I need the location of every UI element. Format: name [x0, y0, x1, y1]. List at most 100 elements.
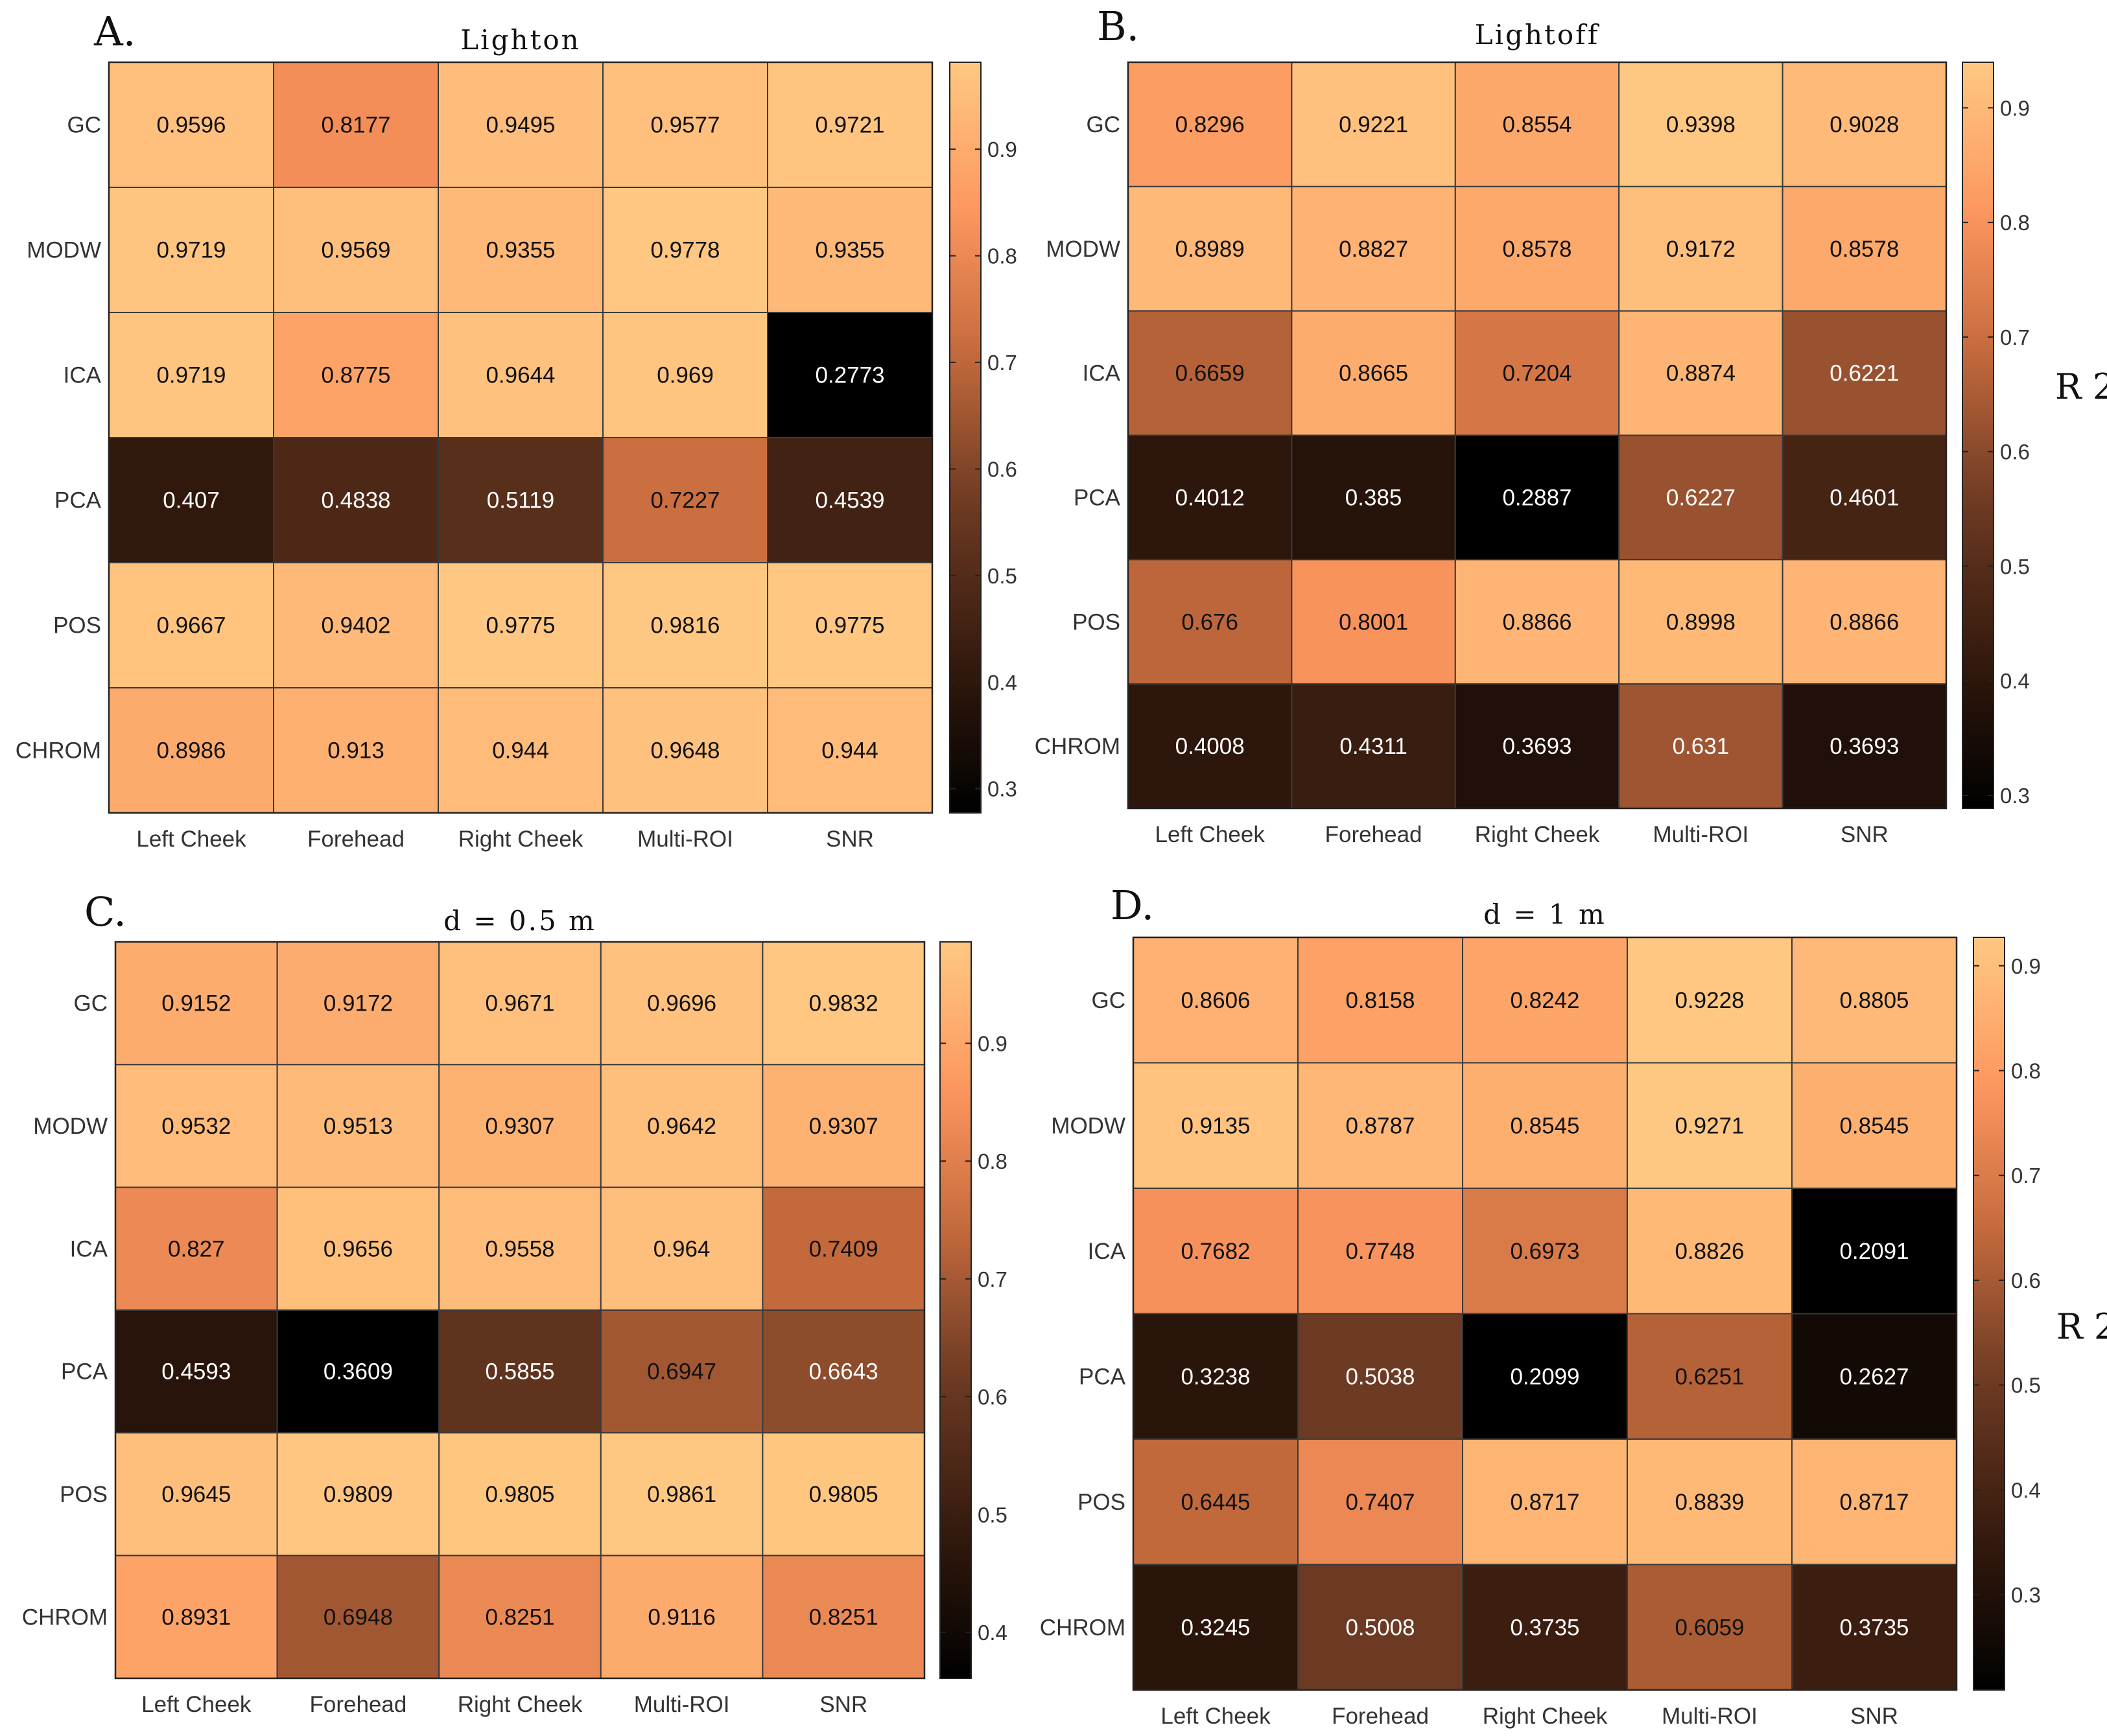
cell-value-label: 0.9667: [156, 613, 226, 639]
cell-value-label: 0.8931: [161, 1604, 231, 1630]
heatmap-cell: [1782, 683, 1948, 809]
colorbar: [1973, 937, 2005, 1691]
cell-value-label: 0.9221: [1339, 112, 1408, 137]
colorbar: [1962, 62, 1994, 809]
column-label: SNR: [826, 827, 874, 852]
colorbar-tick-label: 0.4: [2000, 669, 2030, 693]
cell-value-label: 0.8839: [1675, 1490, 1744, 1515]
heatmap-cell: [438, 1554, 602, 1680]
heatmap-cell: [115, 1432, 278, 1556]
cell-value-label: 0.9398: [1666, 112, 1736, 137]
cell-value-label: 0.8866: [1830, 609, 1899, 635]
cell-value-label: 0.2887: [1502, 485, 1571, 510]
cell-value-label: 0.9775: [815, 613, 884, 639]
cell-value-label: 0.8805: [1839, 988, 1909, 1013]
cell-value-label: 0.8578: [1502, 237, 1571, 262]
colorbar-tick-label: 0.7: [2011, 1164, 2041, 1188]
cell-value-label: 0.4838: [321, 488, 390, 513]
heatmap-cell: [1782, 185, 1948, 312]
cell-value-label: 0.8986: [156, 738, 226, 764]
heatmap-cell: [767, 562, 933, 688]
cell-value-label: 0.9135: [1181, 1113, 1250, 1138]
heatmap-cell: [1782, 434, 1948, 561]
heatmap-cell: [767, 437, 933, 563]
colorbar-tick-label: 0.8: [987, 244, 1017, 268]
colorbar: [949, 62, 982, 814]
heatmap-cell: [115, 1309, 278, 1434]
heatmap-cell: [762, 1554, 926, 1680]
cell-value-label: 0.9355: [486, 238, 555, 263]
row-label: MODW: [27, 238, 101, 263]
cell-value-label: 0.8665: [1339, 361, 1408, 386]
heatmap-cell: [1297, 1438, 1463, 1566]
row-label: MODW: [1051, 1113, 1125, 1138]
cell-value-label: 0.8998: [1666, 609, 1736, 635]
column-label: Multi-ROI: [637, 827, 733, 852]
heatmap-cell: [1133, 937, 1299, 1064]
cell-value-label: 0.9642: [647, 1114, 716, 1139]
cell-value-label: 0.9721: [815, 113, 884, 138]
chart-title: Lightoff: [1475, 19, 1600, 51]
colorbar-tick-label: 0.9: [2011, 954, 2041, 978]
cell-value-label: 0.8826: [1675, 1239, 1744, 1264]
heatmap-cell: [1291, 310, 1456, 436]
row-label: CHROM: [1035, 734, 1120, 759]
row-label: POS: [1072, 609, 1120, 635]
colorbar-tick-label: 0.3: [987, 777, 1017, 801]
heatmap-cell: [1297, 1564, 1463, 1691]
heatmap-panel: 0.9152 0.9172 0.9671 0.9696 0.9832 0.9532 0.95…: [22, 888, 1007, 1717]
cell-value-label: 0.6973: [1510, 1239, 1579, 1264]
cell-value-label: 0.4311: [1339, 734, 1407, 759]
column-label: Multi-ROI: [1653, 822, 1749, 847]
colorbar-tick-label: 0.6: [978, 1385, 1007, 1409]
heatmap-cell: [276, 1309, 440, 1434]
colorbar-tick-label: 0.4: [978, 1621, 1007, 1645]
cell-value-label: 0.6643: [809, 1359, 878, 1385]
cell-value-label: 0.8775: [321, 363, 390, 388]
cell-value-label: 0.9778: [650, 238, 720, 263]
cell-value-label: 0.4008: [1175, 734, 1245, 759]
cell-value-label: 0.676: [1181, 609, 1238, 635]
cell-value-label: 0.6221: [1830, 361, 1899, 386]
cell-value-label: 0.9861: [647, 1482, 716, 1507]
cell-value-label: 0.8242: [1510, 988, 1579, 1013]
heatmap-cell: [1782, 310, 1948, 436]
row-label: POS: [1077, 1490, 1125, 1515]
colorbar-tick-label: 0.6: [2000, 440, 2030, 464]
heatmap-cell: [438, 1309, 602, 1434]
cell-value-label: 0.913: [327, 738, 384, 764]
heatmap-cell: [438, 1432, 602, 1556]
cell-value-label: 0.4601: [1830, 485, 1899, 510]
heatmap-panel: 0.9596 0.8177 0.9495 0.9577 0.9721 0.9719 0.95…: [16, 8, 1017, 852]
row-label: PCA: [1079, 1364, 1126, 1389]
cell-value-label: 0.7227: [650, 488, 720, 513]
cell-value-label: 0.407: [163, 488, 220, 513]
column-label: Left Cheek: [141, 1692, 252, 1717]
heatmap-cell: [1462, 1062, 1628, 1189]
heatmap-cell: [273, 312, 439, 438]
column-label: SNR: [1841, 822, 1889, 847]
heatmap-cell: [1454, 434, 1620, 561]
cell-value-label: 0.9696: [647, 991, 716, 1016]
cell-value-label: 0.9116: [648, 1604, 715, 1630]
heatmap-cell: [438, 312, 604, 438]
column-label: Forehead: [309, 1692, 406, 1717]
cell-value-label: 0.9513: [324, 1114, 393, 1139]
colorbar-label: R 2: [2055, 366, 2107, 407]
cell-value-label: 0.385: [1345, 485, 1402, 510]
heatmap-cell: [1291, 434, 1456, 561]
plot-frame: [1127, 61, 1948, 810]
heatmap-cell: [1291, 559, 1456, 685]
cell-value-label: 0.4012: [1175, 485, 1245, 510]
cell-value-label: 0.8545: [1839, 1113, 1909, 1138]
plot-frame: [114, 941, 926, 1680]
colorbar-tick-label: 0.8: [978, 1149, 1007, 1173]
cell-value-label: 0.7204: [1502, 361, 1571, 386]
row-label: PCA: [54, 488, 102, 513]
cell-value-label: 0.9775: [486, 613, 555, 639]
row-label: GC: [1092, 988, 1126, 1013]
heatmap-cell: [1618, 62, 1783, 187]
colorbar: [939, 941, 972, 1679]
cell-value-label: 0.6659: [1175, 361, 1245, 386]
